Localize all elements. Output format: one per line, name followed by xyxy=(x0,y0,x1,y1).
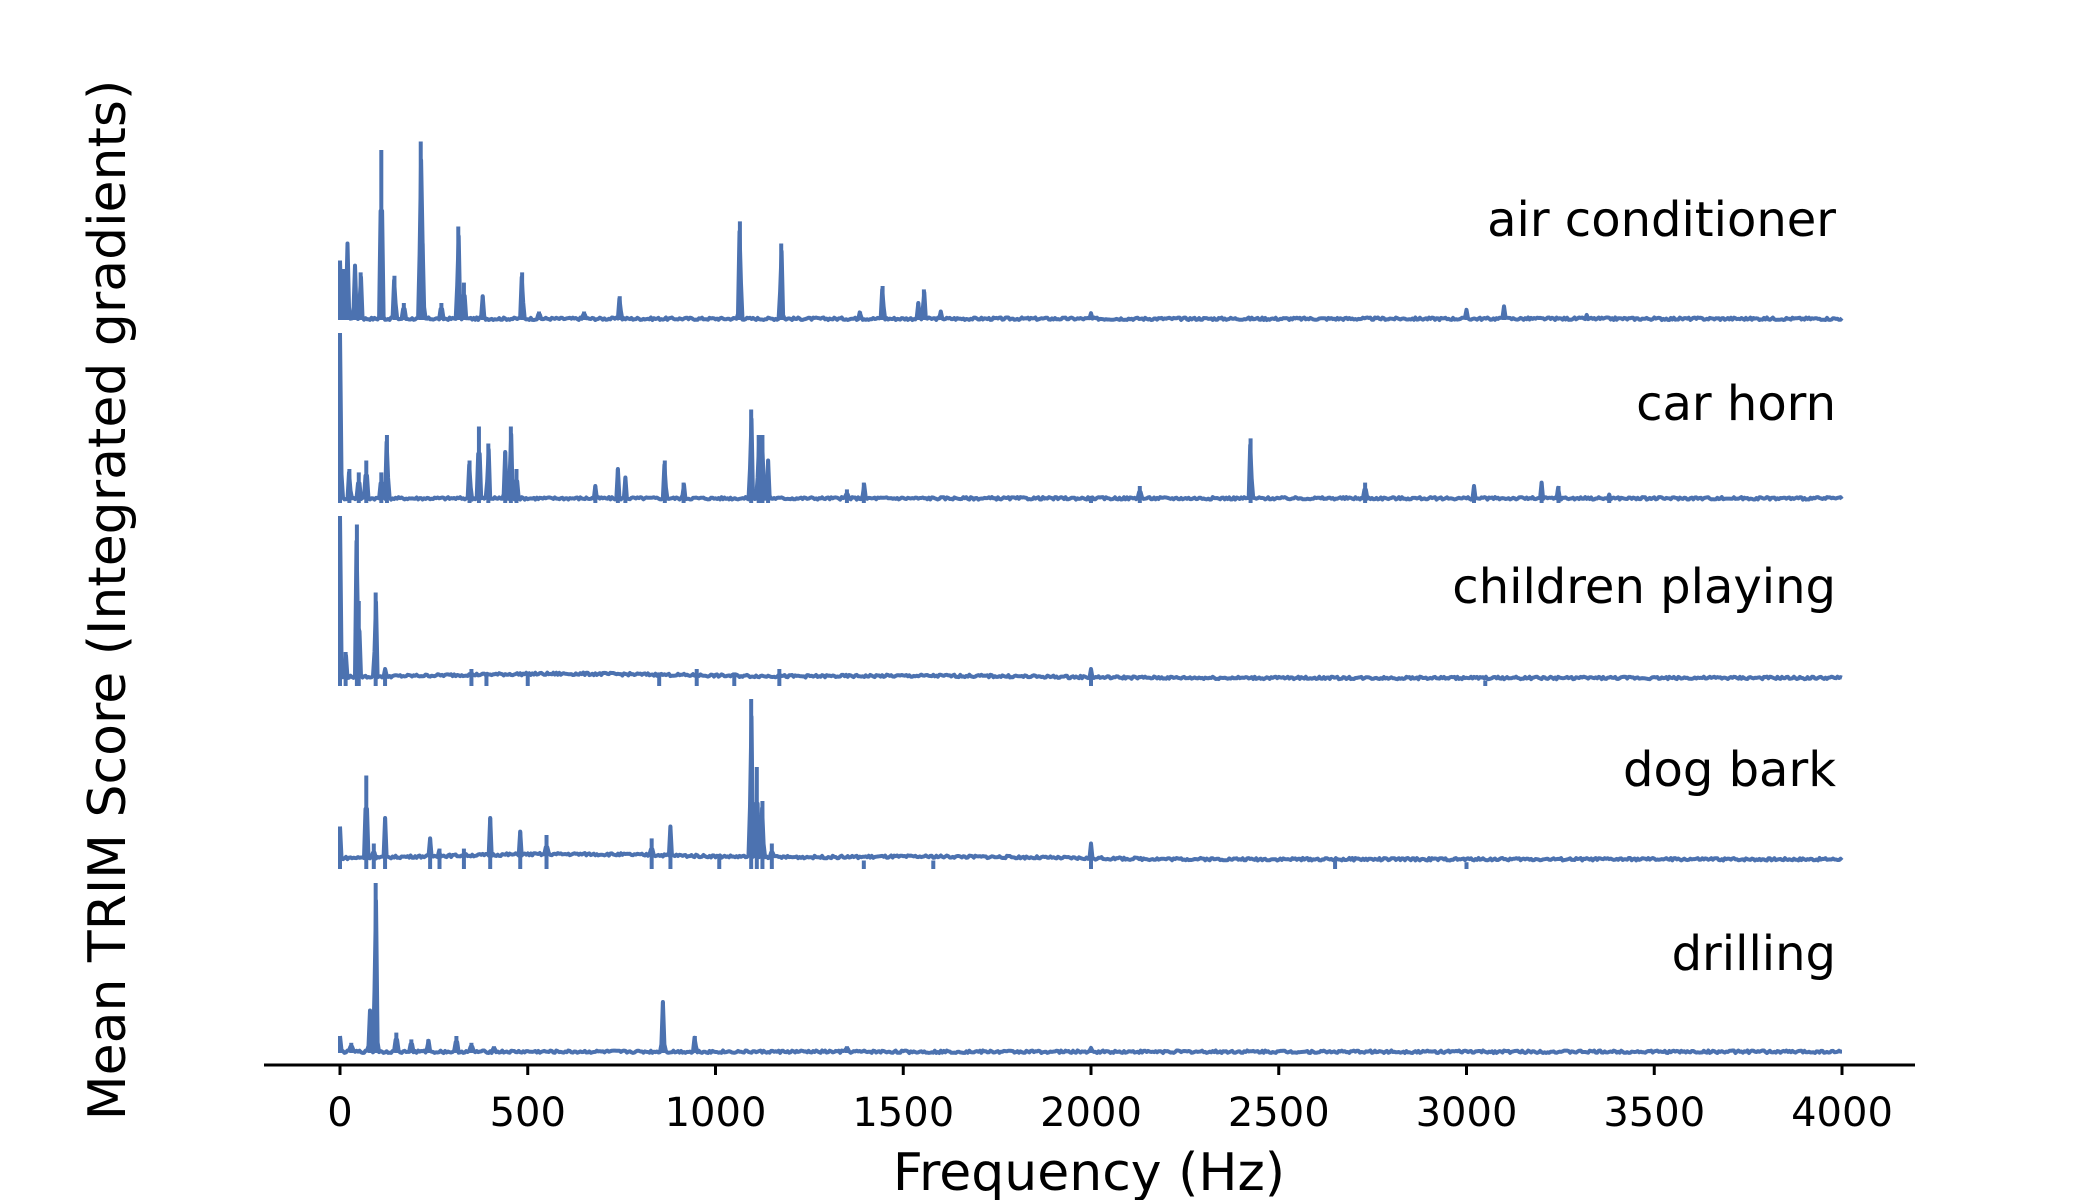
x-tick-label: 2000 xyxy=(1040,1090,1142,1136)
series-traces xyxy=(338,141,1844,1055)
series-labels: air conditioner car horn children playing d… xyxy=(1452,192,1836,982)
series-label: children playing xyxy=(1452,559,1836,615)
x-tick-label: 0 xyxy=(327,1090,352,1136)
x-tick-label: 2500 xyxy=(1228,1090,1330,1136)
series-line-car-horn xyxy=(338,332,1844,502)
series-line-drilling xyxy=(338,898,1843,1055)
y-axis-title: Mean TRIM Score (Integrated gradients) xyxy=(78,80,138,1121)
x-tick-label: 500 xyxy=(490,1090,566,1136)
x-axis-ticks: 0 500 1000 1500 2000 2500 3000 3500 4000 xyxy=(327,1065,1893,1136)
series-label: car horn xyxy=(1636,376,1836,432)
x-tick-label: 3000 xyxy=(1416,1090,1518,1136)
series-line-dog-bark xyxy=(338,714,1844,863)
series-label: air conditioner xyxy=(1487,192,1836,248)
x-tick-label: 1500 xyxy=(852,1090,954,1136)
series-label: drilling xyxy=(1672,926,1836,982)
x-axis-title: Frequency (Hz) xyxy=(893,1143,1285,1200)
x-tick-label: 4000 xyxy=(1791,1090,1893,1136)
x-tick-label: 1000 xyxy=(665,1090,767,1136)
x-tick-label: 3500 xyxy=(1603,1090,1705,1136)
series-label: dog bark xyxy=(1623,742,1836,798)
